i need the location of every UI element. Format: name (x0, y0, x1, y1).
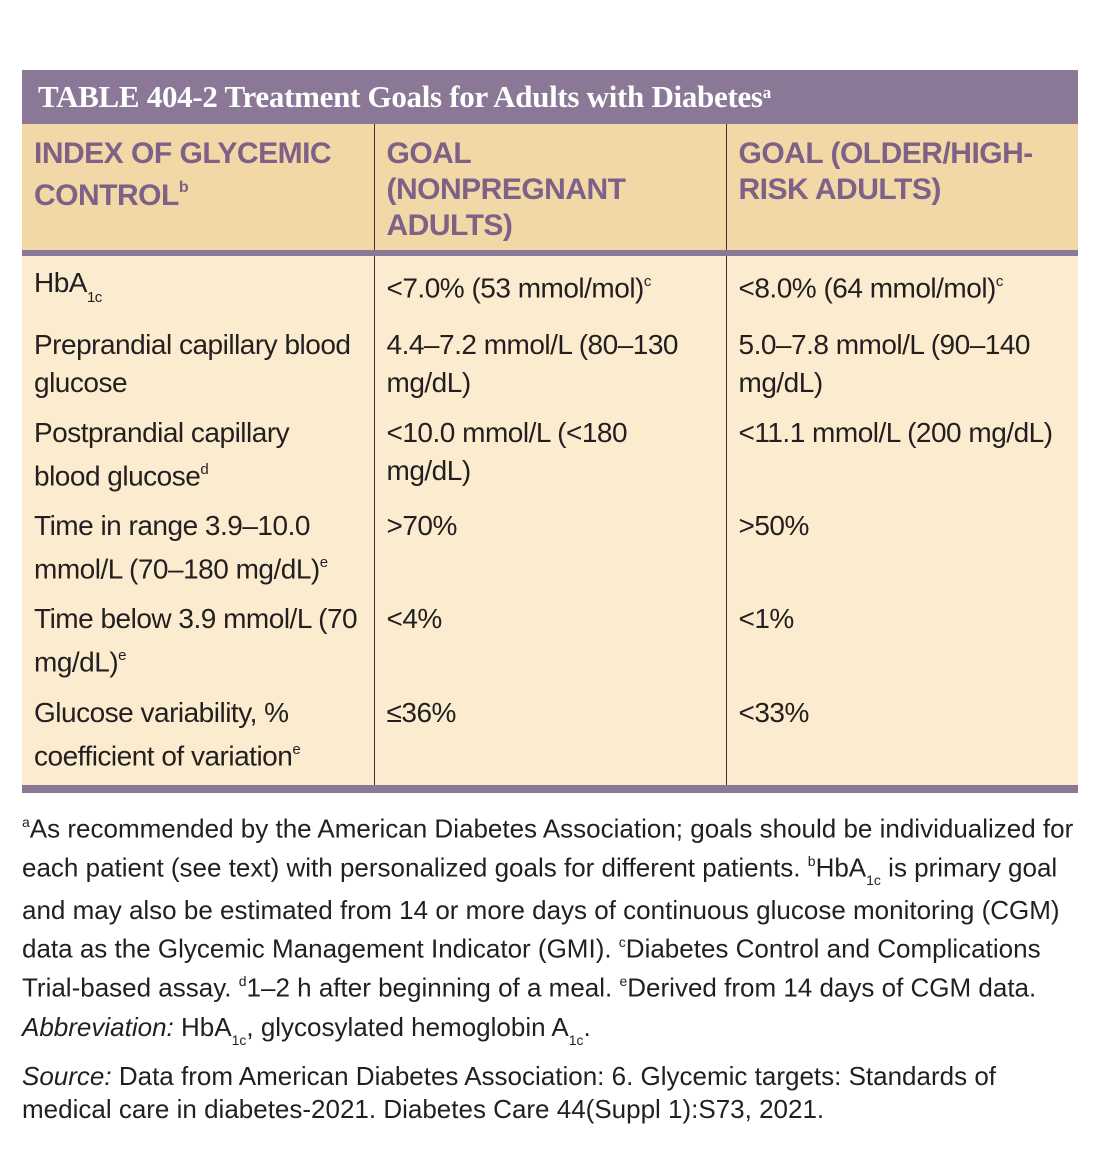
source-note: Source: Data from American Diabetes Asso… (22, 1060, 1078, 1126)
cell-index-footnote-mark: e (118, 647, 126, 665)
cell-older-text: <8.0% (64 mmol/mol) (738, 272, 997, 304)
cell-goal-text: 4.4–7.2 mmol/L (80–130 mg/dL) (386, 328, 679, 398)
footnote-e-mark: e (619, 973, 628, 990)
cell-index-text: HbA (34, 267, 87, 298)
goals-table: INDEX OF GLYCEMIC CONTROLb GOAL (NONPREG… (22, 124, 1078, 785)
cell-index-text: Preprandial capillary blood glucose (34, 328, 351, 398)
header-goal-older: GOAL (OLDER/HIGH-RISK ADULTS) (725, 124, 1078, 256)
abbreviation-subscript-2: 1c (568, 1031, 584, 1048)
cell-index-footnote-mark: e (319, 553, 328, 571)
cell-older: 5.0–7.8 mmol/L (90–140 mg/dL) (725, 319, 1078, 408)
cell-goal: <4% (373, 594, 726, 688)
cell-goal: 4.4–7.2 mmol/L (80–130 mg/dL) (373, 319, 726, 408)
cell-goal-text: ≤36% (386, 696, 457, 728)
cell-older-text: <1% (738, 603, 795, 635)
footnote-d-mark: d (238, 973, 247, 990)
footnote-a-mark: a (22, 813, 30, 830)
header-index-footnote-mark: b (178, 179, 189, 196)
cell-goal-text: <10.0 mmol/L (<180 mg/dL) (386, 416, 628, 486)
cell-goal: ≤36% (373, 687, 726, 785)
cell-goal-footnote-mark: c (643, 273, 652, 290)
table-header-row: INDEX OF GLYCEMIC CONTROLb GOAL (NONPREG… (22, 124, 1078, 256)
cell-index-text: Time below 3.9 mmol/L (70 mg/dL) (34, 603, 358, 678)
footnote-b-mark: b (807, 852, 816, 869)
footnote-b-subscript: 1c (866, 872, 881, 889)
table-row: Preprandial capillary blood glucose 4.4–… (22, 319, 1078, 408)
footnote-c-mark: c (618, 934, 626, 951)
footnote-b-text: is primary goal and may also be estimate… (22, 852, 1060, 965)
table-row: Postprandial capillary blood glucosed <1… (22, 407, 1078, 501)
header-goal-nonpregnant: GOAL (NONPREGNANT ADULTS) (373, 124, 726, 256)
cell-goal-text: <7.0% (53 mmol/mol) (386, 272, 645, 304)
cell-goal-text: >70% (386, 509, 458, 541)
abbreviation-label: Abbreviation: (22, 1011, 174, 1042)
cell-older: <8.0% (64 mmol/mol)c (725, 253, 1078, 320)
cell-goal: >70% (373, 500, 726, 595)
title-footnote-mark: a (762, 83, 772, 102)
table-row: Time below 3.9 mmol/L (70 mg/dL)e <4% <1… (22, 594, 1078, 688)
abbreviation-text-end: . (583, 1011, 591, 1042)
cell-index-text: Glucose variability, % coefficient of va… (34, 696, 293, 771)
cell-older-text: 5.0–7.8 mmol/L (90–140 mg/dL) (738, 328, 1031, 398)
cell-index: Time below 3.9 mmol/L (70 mg/dL)e (22, 594, 374, 687)
abbreviation-subscript-1: 1c (231, 1031, 247, 1048)
cell-index: HbA1c (22, 253, 374, 320)
table-title: TABLE 404-2 Treatment Goals for Adults w… (38, 79, 763, 114)
abbreviation-text-pre: HbA (173, 1011, 232, 1042)
cell-index-footnote-mark: d (200, 460, 209, 478)
cell-index: Postprandial capillary blood glucosed (22, 408, 374, 501)
footnote-d-text: 1–2 h after beginning of a meal. (246, 972, 620, 1003)
cell-index-text: Postprandial capillary blood glucose (34, 416, 290, 491)
footnote-c-text: Diabetes Control and Complications Trial… (22, 934, 1041, 1003)
cell-index-footnote-mark: e (292, 740, 301, 758)
cell-index-text: Time in range 3.9–10.0 mmol/L (70–180 mg… (34, 509, 320, 585)
cell-older: >50% (725, 500, 1078, 595)
cell-index: Time in range 3.9–10.0 mmol/L (70–180 mg… (22, 501, 374, 594)
table-row: HbA1c <7.0% (53 mmol/mol)c <8.0% (64 mmo… (22, 253, 1078, 320)
header-index: INDEX OF GLYCEMIC CONTROLb (22, 124, 374, 256)
cell-older: <11.1 mmol/L (200 mg/dL) (725, 407, 1078, 501)
table-row: Time in range 3.9–10.0 mmol/L (70–180 mg… (22, 500, 1078, 595)
footnotes: aAs recommended by the American Diabetes… (22, 807, 1078, 1126)
source-label: Source: (22, 1060, 112, 1091)
cell-goal: <7.0% (53 mmol/mol)c (373, 253, 726, 320)
abbreviation-text-mid: , glycosylated hemoglobin A (246, 1011, 569, 1042)
table-row: Glucose variability, % coefficient of va… (22, 687, 1078, 785)
table-document: TABLE 404-2 Treatment Goals for Adults w… (22, 70, 1078, 1132)
cell-older-text: <33% (738, 696, 810, 728)
header-goal-nonpregnant-label: GOAL (NONPREGNANT ADULTS) (386, 137, 627, 242)
cell-older: <1% (725, 594, 1078, 688)
cell-older-footnote-mark: c (995, 273, 1004, 290)
header-index-label: INDEX OF GLYCEMIC CONTROL (34, 137, 332, 212)
abbreviation-note: Abbreviation: HbA1c, glycosylated hemogl… (22, 1011, 1078, 1054)
footnote-main: aAs recommended by the American Diabetes… (22, 807, 1078, 1005)
source-text: Data from American Diabetes Association:… (22, 1060, 997, 1124)
footnote-a-text: As recommended by the American Diabetes … (22, 813, 1074, 883)
cell-older-text: <11.1 mmol/L (200 mg/dL) (738, 416, 1054, 448)
cell-index: Glucose variability, % coefficient of va… (22, 688, 374, 785)
cell-older-text: >50% (738, 509, 810, 541)
cell-goal-text: <4% (386, 603, 443, 635)
header-goal-older-label: GOAL (OLDER/HIGH-RISK ADULTS) (738, 137, 1034, 206)
cell-index-subscript: 1c (86, 288, 102, 306)
table-title-bar: TABLE 404-2 Treatment Goals for Adults w… (22, 70, 1078, 124)
cell-older: <33% (725, 687, 1078, 785)
table-bottom-rule (22, 784, 1078, 793)
footnote-b-prefix: HbA (815, 852, 867, 883)
cell-goal: <10.0 mmol/L (<180 mg/dL) (373, 407, 726, 501)
footnote-e-text: Derived from 14 days of CGM data. (627, 972, 1037, 1003)
cell-index: Preprandial capillary blood glucose (22, 320, 374, 408)
